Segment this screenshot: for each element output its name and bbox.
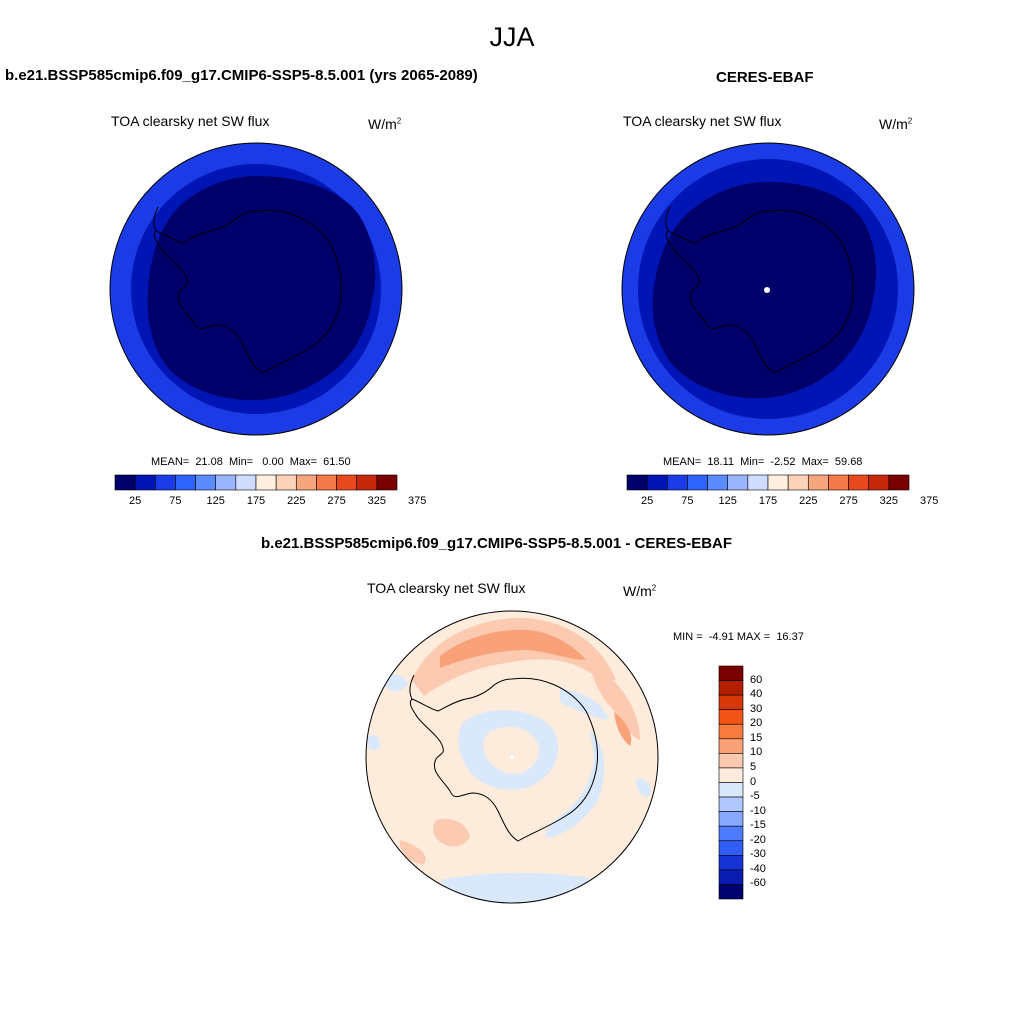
panel-3-stats: MIN = -4.91 MAX = 16.37 (673, 631, 804, 643)
colorbar-swatch (718, 796, 744, 812)
colorbar-swatch (195, 474, 217, 491)
colorbar-swatch (376, 474, 398, 491)
colorbar-tick-label: 20 (750, 717, 763, 730)
colorbar-swatch (275, 474, 297, 491)
colorbar-swatch (718, 753, 744, 769)
colorbar-tick-label: 30 (750, 702, 763, 715)
colorbar-tick-label: 75 (169, 495, 182, 507)
colorbar-tick-label: 25 (641, 495, 654, 507)
panel-1-polar-map (109, 142, 403, 436)
colorbar-swatch (718, 723, 744, 740)
colorbar-tick-label: 325 (367, 495, 387, 507)
colorbar-swatch (175, 474, 196, 491)
colorbar-tick-label: 0 (750, 775, 757, 788)
colorbar-tick-label: -30 (750, 848, 766, 861)
colorbar-tick-label: 60 (750, 673, 763, 686)
colorbar-swatch (114, 474, 136, 491)
panel-2-title: CERES-EBAF (716, 69, 814, 86)
colorbar-swatch (718, 782, 744, 798)
panel-2-stats: MEAN= 18.11 Min= -2.52 Max= 59.68 (663, 456, 863, 468)
panel-1-variable-label: TOA clearsky net SW flux (111, 113, 270, 129)
panel-1-units: W/m2 (368, 116, 402, 132)
colorbar-swatch (868, 474, 890, 491)
panel-2-colorbar (626, 474, 910, 491)
colorbar-swatch (787, 474, 809, 491)
panel-2-units: W/m2 (879, 116, 913, 132)
colorbar-swatch (767, 474, 789, 491)
colorbar-tick-label: 325 (879, 495, 899, 507)
colorbar-tick-label: 225 (799, 495, 818, 507)
colorbar-tick-label: 15 (750, 731, 763, 744)
colorbar-tick-label: 125 (718, 495, 737, 507)
colorbar-tick-label: 5 (750, 760, 757, 773)
colorbar-swatch (687, 474, 708, 491)
colorbar-tick-label: 275 (327, 495, 346, 507)
colorbar-tick-label: -10 (750, 804, 766, 817)
colorbar-swatch (134, 474, 156, 491)
colorbar-tick-label: 25 (129, 495, 142, 507)
colorbar-tick-label: 40 (750, 688, 763, 701)
panel-3-variable-label: TOA clearsky net SW flux (367, 580, 526, 596)
colorbar-tick-label: -15 (750, 819, 766, 832)
panel-1-colorbar (114, 474, 398, 491)
colorbar-swatch (718, 840, 744, 856)
colorbar-swatch (718, 665, 744, 681)
colorbar-swatch (718, 738, 744, 754)
colorbar-swatch (807, 474, 829, 491)
panel-3-polar-map (365, 610, 659, 904)
colorbar-swatch (215, 474, 237, 491)
colorbar-tick-label: 225 (287, 495, 306, 507)
colorbar-swatch (626, 474, 648, 491)
colorbar-tick-label: -40 (750, 862, 766, 875)
colorbar-tick-label: 375 (407, 495, 427, 507)
colorbar-swatch (666, 474, 688, 491)
colorbar-tick-label: -60 (750, 877, 766, 890)
panel-2-polar-map (621, 142, 915, 436)
figure-title: JJA (489, 22, 535, 52)
panel-2-missing-data-point (764, 287, 770, 293)
panel-3-colorbar (718, 665, 744, 900)
colorbar-swatch (747, 474, 769, 491)
colorbar-swatch (718, 767, 744, 783)
colorbar-tick-label: 10 (750, 746, 763, 759)
colorbar-swatch (235, 474, 257, 491)
colorbar-tick-label: -20 (750, 833, 766, 846)
colorbar-tick-label: -5 (750, 790, 760, 803)
colorbar-swatch (718, 884, 744, 900)
colorbar-tick-label: 175 (758, 495, 778, 507)
colorbar-swatch (718, 825, 744, 842)
colorbar-swatch (255, 474, 277, 491)
panel-2-variable-label: TOA clearsky net SW flux (623, 113, 782, 129)
colorbar-swatch (356, 474, 378, 491)
panel-3-title: b.e21.BSSP585cmip6.f09_g17.CMIP6-SSP5-8.… (261, 535, 733, 552)
colorbar-swatch (718, 680, 744, 696)
colorbar-tick-label: 375 (919, 495, 939, 507)
colorbar-tick-label: 275 (839, 495, 858, 507)
colorbar-swatch (707, 474, 729, 491)
colorbar-swatch (295, 474, 317, 491)
colorbar-swatch (718, 709, 744, 725)
colorbar-tick-label: 125 (206, 495, 225, 507)
panel-1-stats: MEAN= 21.08 Min= 0.00 Max= 61.50 (151, 456, 351, 468)
colorbar-swatch (718, 869, 744, 885)
colorbar-swatch (888, 474, 910, 491)
colorbar-swatch (727, 474, 749, 491)
colorbar-swatch (646, 474, 668, 491)
panel-3-missing-data-point (510, 755, 514, 759)
colorbar-swatch (718, 811, 744, 827)
colorbar-swatch (316, 474, 337, 491)
colorbar-swatch (154, 474, 176, 491)
colorbar-swatch (848, 474, 870, 491)
panel-1-title: b.e21.BSSP585cmip6.f09_g17.CMIP6-SSP5-8.… (5, 67, 478, 84)
colorbar-tick-label: 75 (681, 495, 694, 507)
colorbar-swatch (718, 694, 744, 710)
panel-3-units: W/m2 (623, 583, 657, 599)
colorbar-swatch (336, 474, 358, 491)
colorbar-swatch (828, 474, 849, 491)
colorbar-tick-label: 175 (246, 495, 266, 507)
colorbar-swatch (718, 855, 744, 871)
